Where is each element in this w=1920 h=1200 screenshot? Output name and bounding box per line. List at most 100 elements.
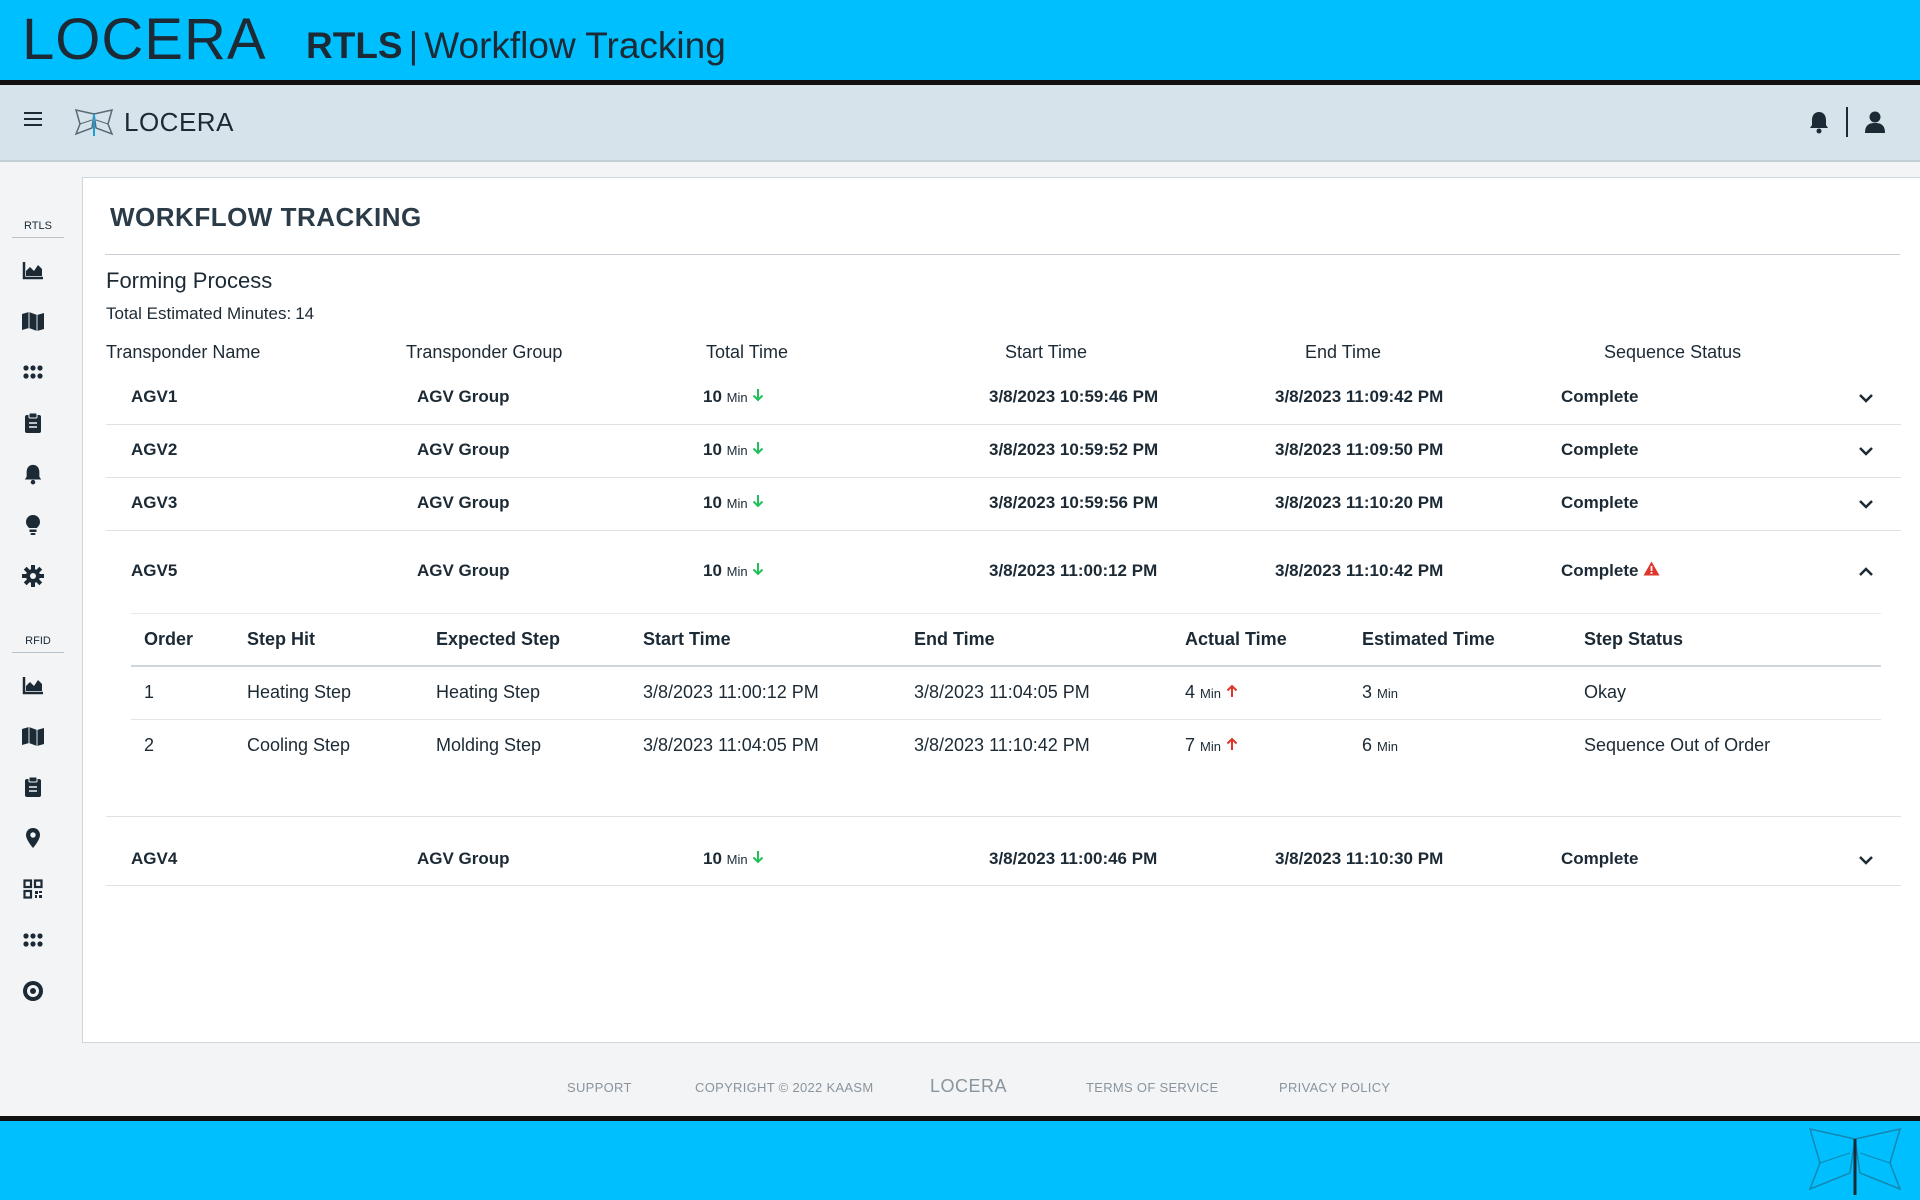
step-start-time: 3/8/2023 11:00:12 PM — [643, 682, 819, 702]
target-icon[interactable] — [20, 978, 46, 1004]
total-time: 10 Min — [703, 849, 764, 869]
arrow-down-icon — [753, 851, 764, 864]
process-name: Forming Process — [106, 268, 273, 293]
transponder-name: AGV2 — [131, 440, 178, 459]
transponder-group: AGV Group — [417, 387, 510, 406]
col-total-time[interactable]: Total Time — [706, 342, 789, 362]
title-divider — [105, 254, 1900, 255]
bell-icon[interactable] — [1808, 110, 1830, 134]
chevron-down-icon[interactable] — [1857, 851, 1875, 869]
footer-terms-link[interactable]: TERMS OF SERVICE — [1086, 1080, 1219, 1095]
banner-title-rest: Workflow Tracking — [424, 25, 726, 66]
total-time: 10 Min — [703, 493, 764, 513]
total-time-value: 10 — [703, 561, 722, 580]
arrow-down-icon — [753, 563, 764, 576]
map-pin-icon[interactable] — [20, 825, 46, 851]
step-row: 2 Cooling Step Molding Step 3/8/2023 11:… — [131, 720, 1881, 773]
sequence-status: Complete — [1561, 387, 1639, 406]
actual-time: 4 Min — [1185, 682, 1238, 703]
total-estimated-value: 14 — [295, 304, 315, 323]
clipboard-icon[interactable] — [20, 774, 46, 800]
end-time: 3/8/2023 11:09:50 PM — [1275, 440, 1444, 459]
transponder-name: AGV5 — [131, 561, 178, 580]
banner-title-separator: | — [408, 25, 419, 66]
apps-icon[interactable] — [20, 927, 46, 953]
step-status: Okay — [1584, 682, 1627, 702]
transponder-name: AGV4 — [131, 849, 178, 868]
bell-icon[interactable] — [20, 461, 46, 487]
step-order: 2 — [144, 735, 155, 755]
step-end-time: 3/8/2023 11:04:05 PM — [914, 682, 1090, 702]
banner-title-bold: RTLS — [306, 25, 403, 66]
chevron-down-icon[interactable] — [1857, 389, 1875, 407]
total-time: 10 Min — [703, 561, 764, 581]
min-unit: Min — [726, 852, 748, 867]
min-unit: Min — [726, 496, 748, 511]
total-time: 10 Min — [703, 387, 764, 407]
start-time: 3/8/2023 10:59:46 PM — [989, 387, 1159, 406]
step-order: 1 — [144, 682, 155, 702]
step-table-header: Order Step Hit Expected Step Start Time … — [131, 613, 1881, 667]
total-time: 10 Min — [703, 440, 764, 460]
table-row[interactable]: AGV4 AGV Group 10 Min 3/8/2023 11:00:46 … — [106, 817, 1901, 886]
col-step-hit: Step Hit — [247, 629, 316, 649]
table-row-expanded[interactable]: AGV5 AGV Group 10 Min 3/8/2023 11:00:12 … — [106, 531, 1901, 817]
start-time: 3/8/2023 10:59:56 PM — [989, 493, 1159, 512]
col-start-time[interactable]: Start Time — [1005, 342, 1088, 362]
footer-copyright: COPYRIGHT © 2022 KAASM — [695, 1080, 874, 1095]
table-row[interactable]: AGV2 AGV Group 10 Min 3/8/2023 10:59:52 … — [106, 425, 1901, 478]
min-unit: Min — [1200, 739, 1221, 754]
footer-support-link[interactable]: SUPPORT — [567, 1080, 632, 1095]
col-estimated-time: Estimated Time — [1362, 629, 1495, 649]
estimated-time-value: 6 — [1362, 735, 1373, 755]
start-time: 3/8/2023 11:00:12 PM — [989, 561, 1158, 580]
chevron-down-icon[interactable] — [1857, 495, 1875, 513]
apps-icon[interactable] — [20, 359, 46, 385]
footer-privacy-link[interactable]: PRIVACY POLICY — [1279, 1080, 1391, 1095]
banner-logo: LOCERA — [22, 7, 267, 72]
nav-logo[interactable]: LOCERA — [72, 107, 234, 138]
transponder-name: AGV1 — [131, 387, 178, 406]
step-end-time: 3/8/2023 11:10:42 PM — [914, 735, 1090, 755]
col-order: Order — [144, 629, 194, 649]
step-row: 1 Heating Step Heating Step 3/8/2023 11:… — [131, 667, 1881, 720]
total-time-value: 10 — [703, 387, 722, 406]
col-transponder-group[interactable]: Transponder Group — [406, 342, 563, 362]
top-banner: LOCERA RTLS | Workflow Tracking — [0, 0, 1920, 80]
map-icon[interactable] — [20, 723, 46, 749]
lightbulb-icon[interactable] — [20, 512, 46, 538]
butterfly-watermark-icon — [1808, 1127, 1902, 1195]
gear-icon[interactable] — [20, 563, 46, 589]
col-step-status: Step Status — [1584, 629, 1684, 649]
chevron-up-icon[interactable] — [1857, 563, 1875, 581]
app-window: LOCERA RTLS — [0, 85, 1920, 1116]
sidebar-section-rfid: RFID — [12, 635, 64, 653]
clipboard-icon[interactable] — [20, 410, 46, 436]
col-actual-time: Actual Time — [1185, 629, 1287, 649]
qr-code-icon[interactable] — [20, 876, 46, 902]
total-time-value: 10 — [703, 440, 722, 459]
col-end-time[interactable]: End Time — [1305, 342, 1382, 362]
end-time: 3/8/2023 11:09:42 PM — [1275, 387, 1444, 406]
expected-step: Heating Step — [436, 682, 541, 702]
step-hit: Heating Step — [247, 682, 352, 702]
user-icon[interactable] — [1864, 110, 1886, 134]
nav-logo-text: LOCERA — [124, 107, 234, 137]
arrow-down-icon — [753, 389, 764, 402]
menu-icon[interactable] — [24, 112, 42, 128]
col-sequence-status[interactable]: Sequence Status — [1604, 342, 1742, 362]
col-transponder-name[interactable]: Transponder Name — [106, 342, 261, 362]
page-title: WORKFLOW TRACKING — [110, 202, 422, 232]
map-icon[interactable] — [20, 308, 46, 334]
table-row[interactable]: AGV1 AGV Group 10 Min 3/8/2023 10:59:46 … — [106, 372, 1901, 425]
end-time: 3/8/2023 11:10:30 PM — [1275, 849, 1444, 868]
arrow-up-icon — [1226, 684, 1238, 697]
start-time: 3/8/2023 10:59:52 PM — [989, 440, 1159, 459]
chevron-down-icon[interactable] — [1857, 442, 1875, 460]
min-unit: Min — [726, 564, 748, 579]
total-time-value: 10 — [703, 849, 722, 868]
chart-area-icon[interactable] — [20, 257, 46, 283]
table-row[interactable]: AGV3 AGV Group 10 Min 3/8/2023 10:59:56 … — [106, 478, 1901, 531]
chart-area-icon[interactable] — [20, 672, 46, 698]
transponder-group: AGV Group — [417, 493, 510, 512]
